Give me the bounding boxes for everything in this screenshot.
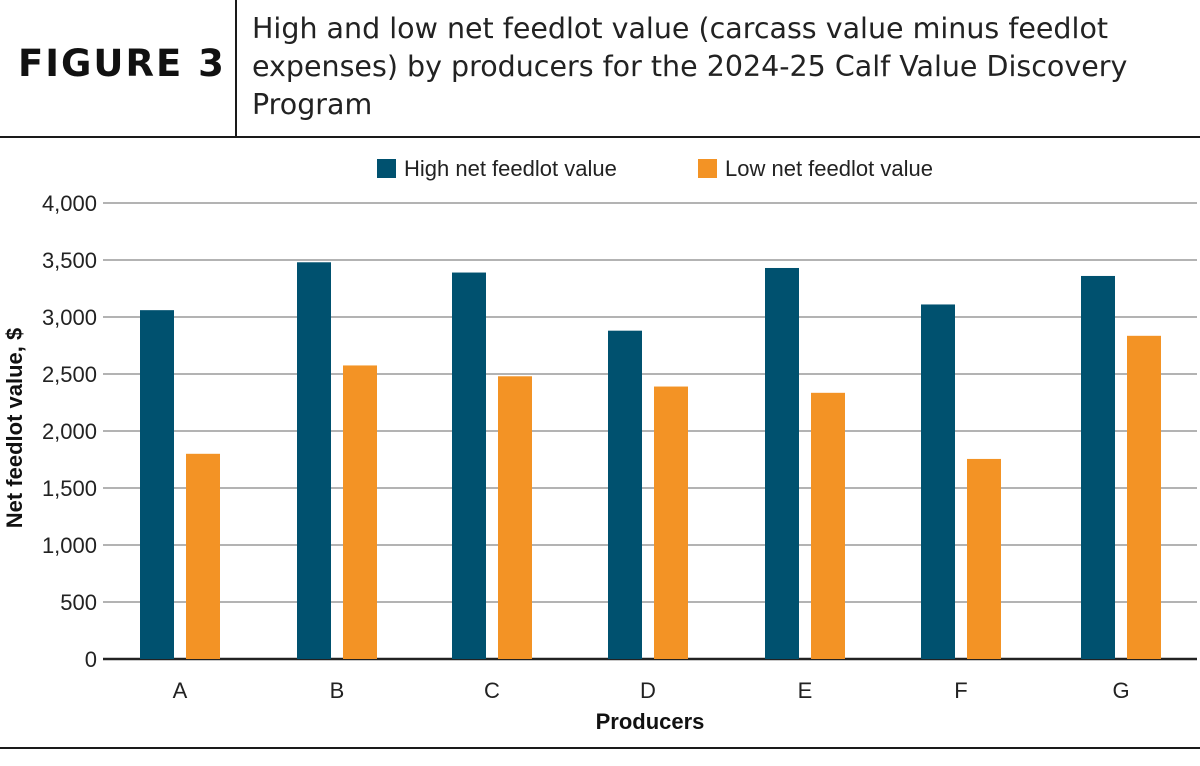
- x-tick-labels: A B C D E F G: [173, 678, 1130, 703]
- figure-header: FIGURE 3 High and low net feedlot value …: [0, 0, 1200, 138]
- y-tick-label: 1,000: [42, 533, 97, 558]
- y-tick-label: 3,500: [42, 248, 97, 273]
- x-tick-label: C: [484, 678, 500, 703]
- bar-low-G: [1127, 335, 1161, 659]
- bar-high-F: [921, 304, 955, 659]
- bar-high-C: [452, 272, 486, 659]
- bar-low-F: [967, 458, 1001, 659]
- grid-lines: [103, 202, 1197, 661]
- legend-swatch: [698, 159, 717, 178]
- bar-high-D: [608, 330, 642, 659]
- y-tick-labels: 0 500 1,000 1,500 2,000 2,500 3,000 3,500 4,000: [42, 191, 97, 672]
- y-tick-label: 4,000: [42, 191, 97, 216]
- bar-high-G: [1081, 275, 1115, 659]
- bar-low-D: [654, 386, 688, 659]
- x-axis-title: Producers: [596, 709, 705, 734]
- bar-chart: 05001,0001,5002,0002,5003,0003,5004,000 …: [2, 156, 1197, 734]
- y-tick-label: 2,000: [42, 419, 97, 444]
- figure-label: FIGURE 3: [18, 42, 226, 85]
- figure-title: High and low net feedlot value (carcass …: [252, 12, 1128, 121]
- bar-low-C: [498, 376, 532, 659]
- x-tick-label: G: [1112, 678, 1129, 703]
- bars: [140, 262, 1161, 659]
- y-tick-label: 500: [60, 590, 97, 615]
- y-axis-title: Net feedlot value, $: [2, 328, 27, 529]
- bar-high-B: [297, 262, 331, 659]
- header-divider: [235, 0, 237, 137]
- bar-low-E: [811, 392, 845, 659]
- y-tick-label: 2,500: [42, 362, 97, 387]
- x-tick-label: D: [640, 678, 656, 703]
- y-tick-label: 3,000: [42, 305, 97, 330]
- bar-high-A: [140, 310, 174, 659]
- x-tick-label: B: [330, 678, 345, 703]
- bottom-rule: [0, 747, 1200, 749]
- legend: High net feedlot value Low net feedlot va…: [377, 156, 933, 181]
- header-rule: [0, 136, 1200, 138]
- x-tick-label: F: [954, 678, 967, 703]
- legend-label: Low net feedlot value: [725, 156, 933, 181]
- bar-high-E: [765, 267, 799, 659]
- y-tick-label: 1,500: [42, 476, 97, 501]
- y-tick-label: 0: [85, 647, 97, 672]
- x-tick-label: A: [173, 678, 188, 703]
- x-tick-label: E: [798, 678, 813, 703]
- bar-low-A: [186, 453, 220, 659]
- legend-label: High net feedlot value: [404, 156, 617, 181]
- legend-swatch: [377, 159, 396, 178]
- bar-low-B: [343, 365, 377, 659]
